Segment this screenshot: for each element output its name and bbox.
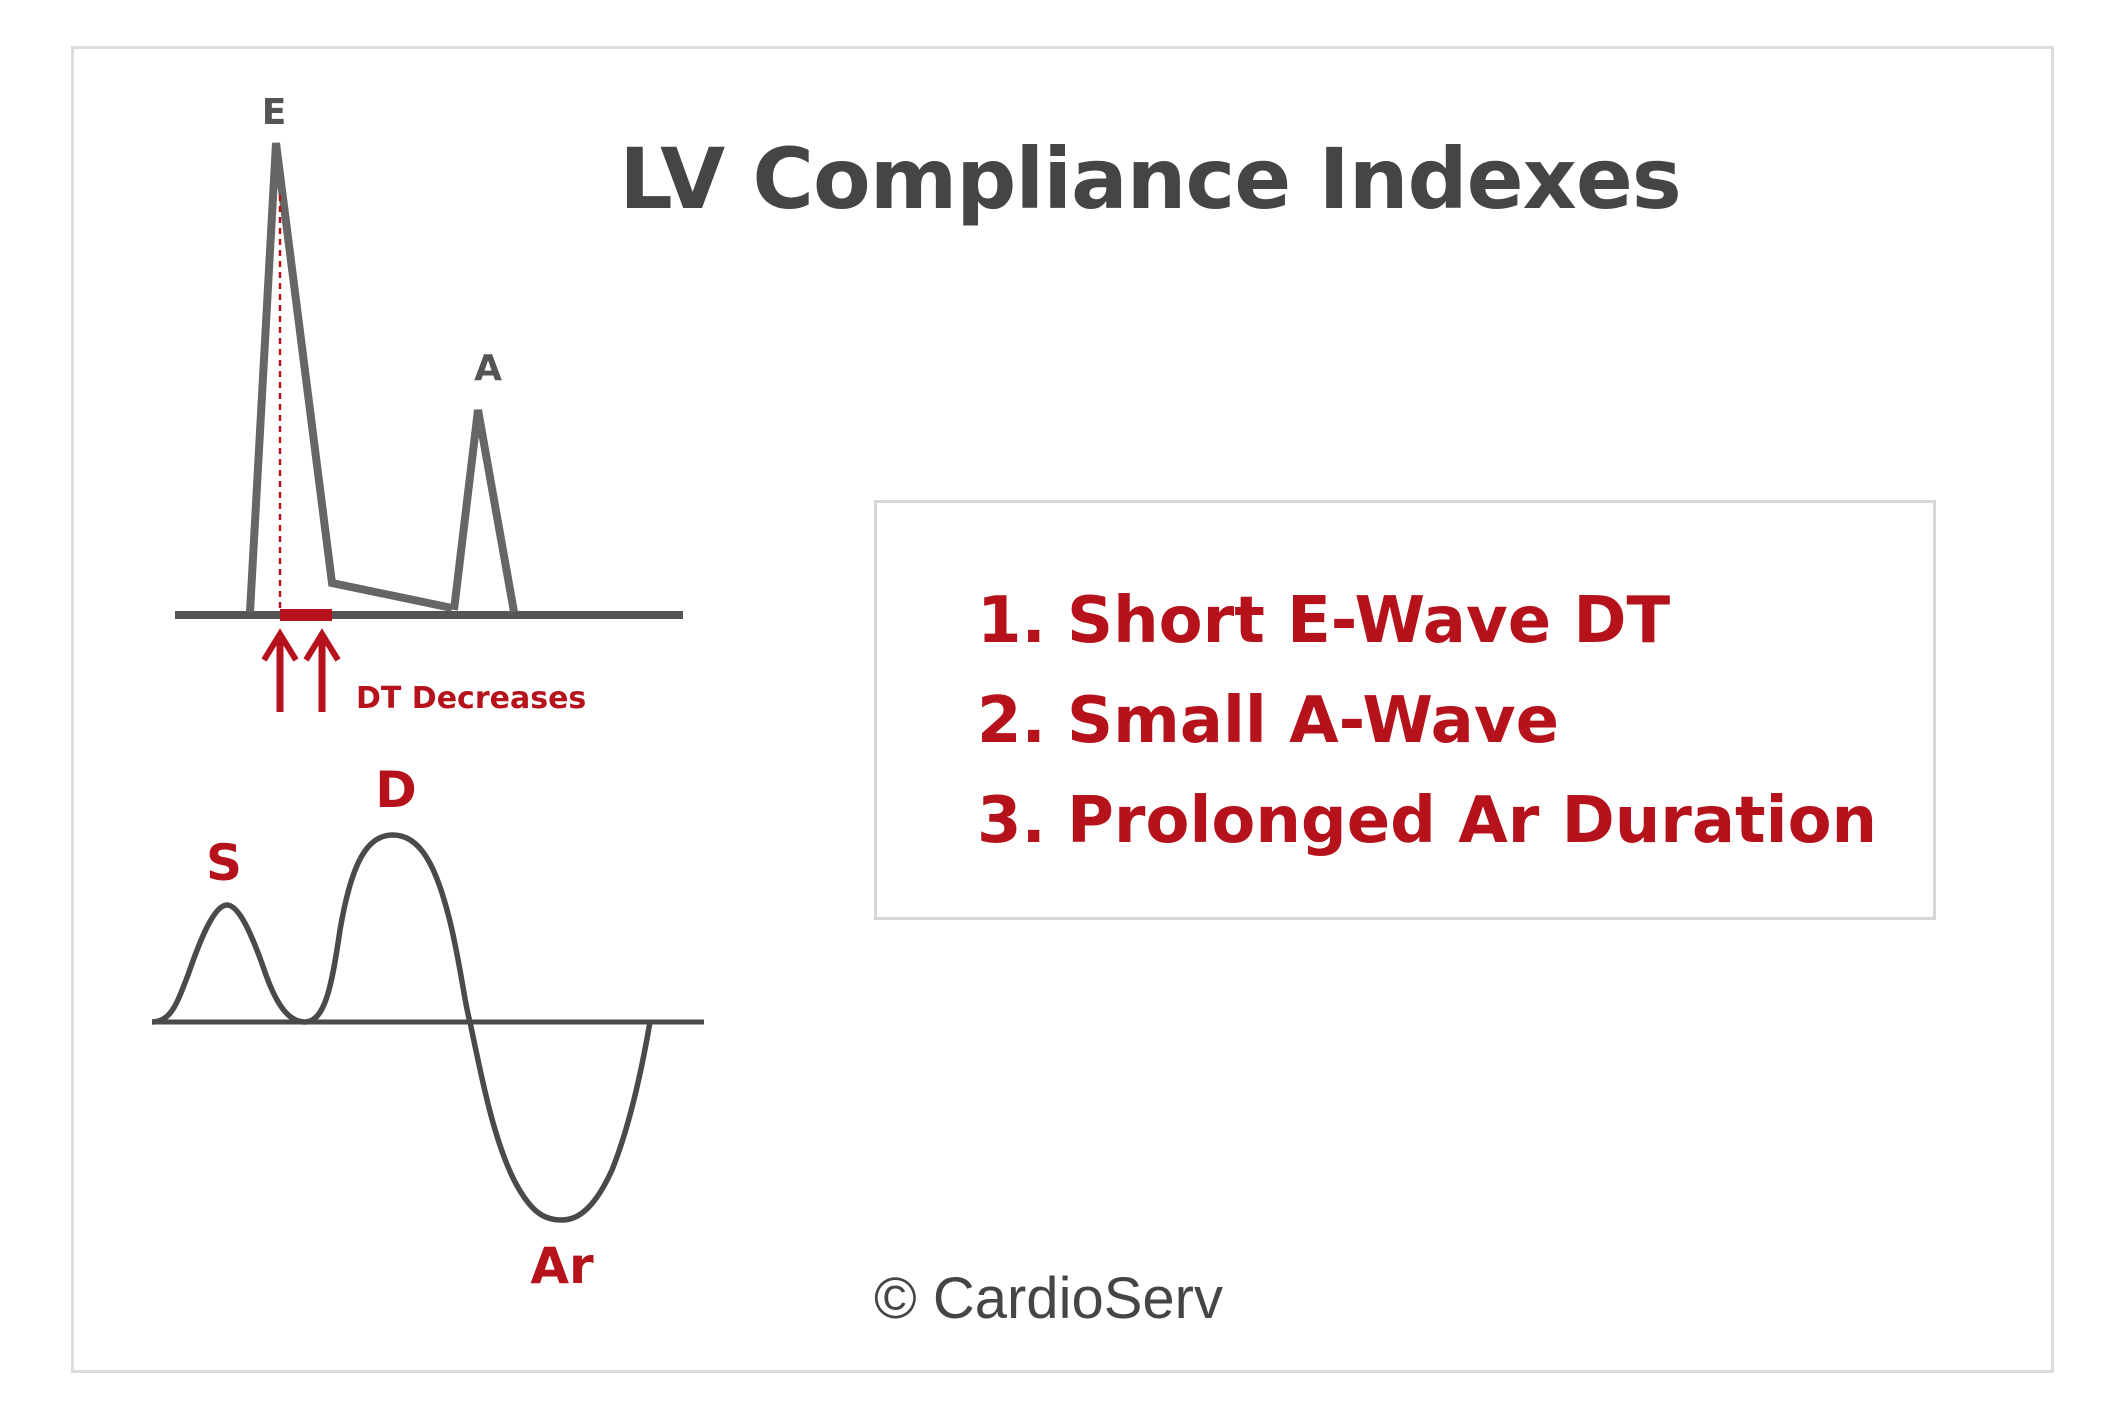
list-item: 3. Prolonged Ar Duration bbox=[977, 771, 1877, 871]
dt-decreases-label: DT Decreases bbox=[356, 681, 586, 716]
page-title: LV Compliance Indexes bbox=[619, 130, 1682, 228]
e-wave bbox=[246, 142, 453, 613]
list-item-number: 2. bbox=[977, 684, 1046, 758]
compliance-index-box: 1. Short E-Wave DT 2. Small A-Wave 3. Prolo… bbox=[874, 500, 1936, 920]
pulmonary-flow-curve bbox=[151, 832, 653, 1223]
a-wave bbox=[450, 409, 518, 613]
list-item: 1. Short E-Wave DT bbox=[977, 571, 1877, 671]
ar-wave-label: Ar bbox=[530, 1237, 594, 1295]
dt-arrow-left-icon bbox=[261, 628, 299, 712]
list-item-text: Prolonged Ar Duration bbox=[1067, 784, 1878, 858]
d-wave-label: D bbox=[375, 761, 417, 819]
mitral-inflow-waveform: E A DT Decreases bbox=[175, 92, 683, 716]
diagram-frame bbox=[71, 46, 2054, 1373]
compliance-index-list: 1. Short E-Wave DT 2. Small A-Wave 3. Prolo… bbox=[977, 571, 1877, 871]
e-wave-label: E bbox=[262, 92, 287, 133]
pulmonary-vein-waveform: S D Ar bbox=[151, 761, 704, 1295]
list-item-text: Small A-Wave bbox=[1067, 684, 1559, 758]
list-item-text: Short E-Wave DT bbox=[1067, 584, 1671, 658]
dt-arrow-right-icon bbox=[303, 628, 341, 712]
copyright-notice: © CardioServ bbox=[874, 1266, 1223, 1331]
a-wave-label: A bbox=[474, 348, 502, 389]
list-item: 2. Small A-Wave bbox=[977, 671, 1877, 771]
s-wave-label: S bbox=[206, 834, 242, 892]
list-item-number: 1. bbox=[977, 584, 1046, 658]
list-item-number: 3. bbox=[977, 784, 1046, 858]
